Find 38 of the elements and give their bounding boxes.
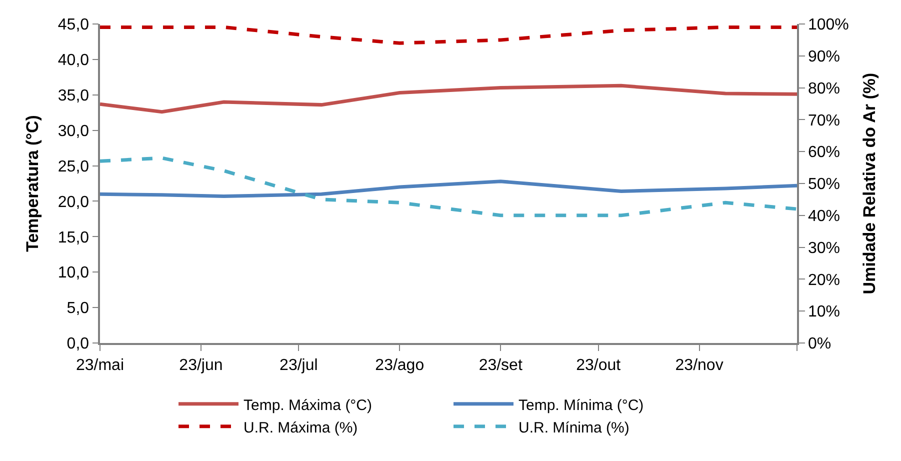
x-tick-label: 23/mai xyxy=(76,356,124,374)
line-series xyxy=(100,25,797,45)
x-tick-label: 23/set xyxy=(478,356,523,374)
y-tick-label: 35,0 xyxy=(58,87,90,104)
y2-tick-label: 20% xyxy=(808,272,840,289)
legend-label: Temp. Mínima (°C) xyxy=(518,396,644,414)
y2-tick-label: 30% xyxy=(808,240,840,257)
legend-label: U.R. Máxima (%) xyxy=(244,419,358,436)
x-tick-label: 23/nov xyxy=(675,356,724,374)
x-tick-label: 23/jun xyxy=(179,356,223,374)
y2-tick-label: 10% xyxy=(808,304,840,321)
y-tick-label: 10,0 xyxy=(58,264,90,282)
y2-tick-label: 80% xyxy=(808,80,840,98)
y-tick-label: 30,0 xyxy=(58,122,90,140)
y2-axis-title: Umidade Relativa do Ar (%) xyxy=(860,72,879,294)
y-tick-label: 25,0 xyxy=(58,158,90,176)
y-tick-label: 0,0 xyxy=(66,336,90,353)
x-tick-label: 23/out xyxy=(576,356,622,374)
y2-tick-label: 60% xyxy=(808,144,840,162)
line-series xyxy=(100,84,797,114)
y-tick-label: 15,0 xyxy=(58,229,90,246)
x-tick-label: 23/ago xyxy=(375,356,424,374)
y-tick-label: 5,0 xyxy=(66,300,90,318)
y-tick-label: 45,0 xyxy=(58,16,90,34)
y2-tick-label: 40% xyxy=(808,208,840,225)
y-tick-label: 40,0 xyxy=(58,52,90,70)
y2-tick-label: 50% xyxy=(808,176,840,194)
y-axis-title: Temperatura (°C) xyxy=(22,115,42,252)
y2-tick-label: 90% xyxy=(808,48,840,66)
y2-tick-label: 70% xyxy=(808,112,840,130)
line-series xyxy=(100,156,797,218)
x-tick-label: 23/jul xyxy=(280,356,318,374)
y2-tick-label: 0% xyxy=(808,336,832,353)
y2-tick-label: 100% xyxy=(808,16,849,34)
legend-label: Temp. Máxima (°C) xyxy=(244,396,372,414)
legend-label: U.R. Mínima (%) xyxy=(518,419,630,436)
y-tick-label: 20,0 xyxy=(58,194,90,211)
line-series xyxy=(100,180,797,198)
